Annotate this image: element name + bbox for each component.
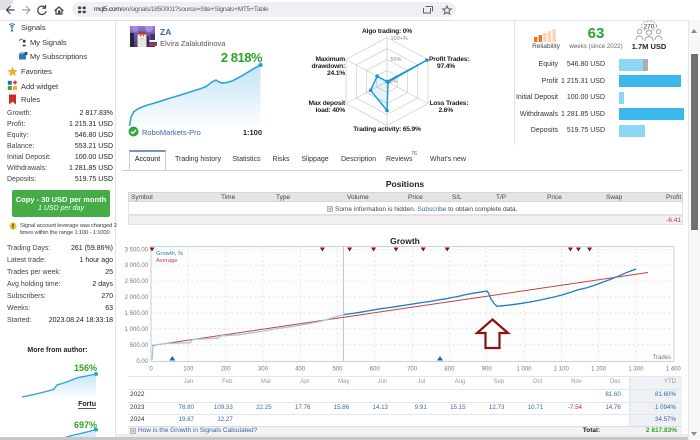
svg-text:Growth, %: Growth, % xyxy=(156,251,183,257)
svg-text:300: 300 xyxy=(258,367,269,373)
svg-text:700: 700 xyxy=(407,367,418,373)
svg-text:800: 800 xyxy=(444,367,455,373)
svg-text:1 300: 1 300 xyxy=(628,367,644,373)
svg-text:1 500.00: 1 500.00 xyxy=(125,311,149,317)
svg-text:900: 900 xyxy=(482,367,493,373)
svg-text:0.00: 0.00 xyxy=(136,359,148,365)
svg-text:1 000: 1 000 xyxy=(516,367,532,373)
svg-text:2 000.00: 2 000.00 xyxy=(125,295,149,301)
svg-text:270: 270 xyxy=(644,23,655,30)
svg-text:Trades: Trades xyxy=(653,355,671,361)
svg-text:2 500.00: 2 500.00 xyxy=(125,279,149,285)
svg-text:3 000.00: 3 000.00 xyxy=(125,263,149,269)
svg-text:400: 400 xyxy=(295,367,306,373)
svg-text:1 400: 1 400 xyxy=(666,367,682,373)
svg-text:1 000.00: 1 000.00 xyxy=(125,327,149,333)
svg-text:1 200: 1 200 xyxy=(591,367,607,373)
svg-text:500.00: 500.00 xyxy=(130,343,149,349)
svg-text:600: 600 xyxy=(370,367,381,373)
svg-text:0: 0 xyxy=(149,367,153,373)
svg-text:1 100: 1 100 xyxy=(554,367,570,373)
svg-text:Average: Average xyxy=(156,258,178,264)
svg-text:200: 200 xyxy=(221,367,232,373)
svg-text:100: 100 xyxy=(183,367,194,373)
svg-text:500: 500 xyxy=(332,367,343,373)
svg-text:3 500.00: 3 500.00 xyxy=(125,247,149,253)
